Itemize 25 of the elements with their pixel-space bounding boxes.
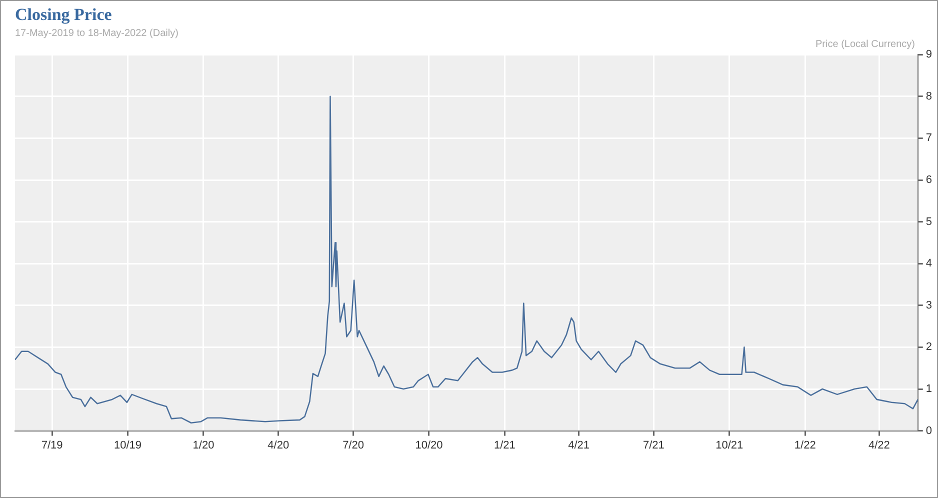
x-tick-label: 10/20: [415, 439, 443, 452]
x-tick-label: 1/20: [192, 439, 214, 452]
y-tick-label: 7: [926, 132, 932, 144]
x-tick-label: 1/22: [794, 439, 816, 452]
y-tick-label: 2: [926, 341, 932, 354]
y-tick-label: 9: [926, 48, 932, 61]
y-tick-label: 3: [926, 299, 932, 312]
x-tick-label: 1/21: [494, 439, 516, 452]
x-tick-label: 7/19: [41, 439, 63, 452]
chart-subtitle: 17-May-2019 to 18-May-2022 (Daily): [15, 28, 178, 39]
y-tick-label: 5: [926, 216, 932, 228]
y-tick-label: 4: [926, 258, 932, 270]
x-tick-label: 10/21: [716, 439, 744, 452]
chart-title: Closing Price: [15, 5, 112, 25]
y-tick-label: 1: [926, 383, 932, 396]
y-tick-label: 6: [926, 174, 932, 186]
y-axis-title: Price (Local Currency): [816, 39, 915, 50]
x-tick-label: 4/22: [868, 439, 890, 452]
y-tick-label: 0: [926, 424, 932, 437]
y-tick-label: 8: [926, 90, 932, 102]
x-tick-label: 4/21: [568, 439, 590, 452]
x-tick-label: 10/19: [114, 439, 142, 452]
x-tick-label: 7/20: [342, 439, 364, 452]
x-tick-label: 7/21: [642, 439, 664, 452]
x-tick-label: 4/20: [268, 439, 290, 452]
